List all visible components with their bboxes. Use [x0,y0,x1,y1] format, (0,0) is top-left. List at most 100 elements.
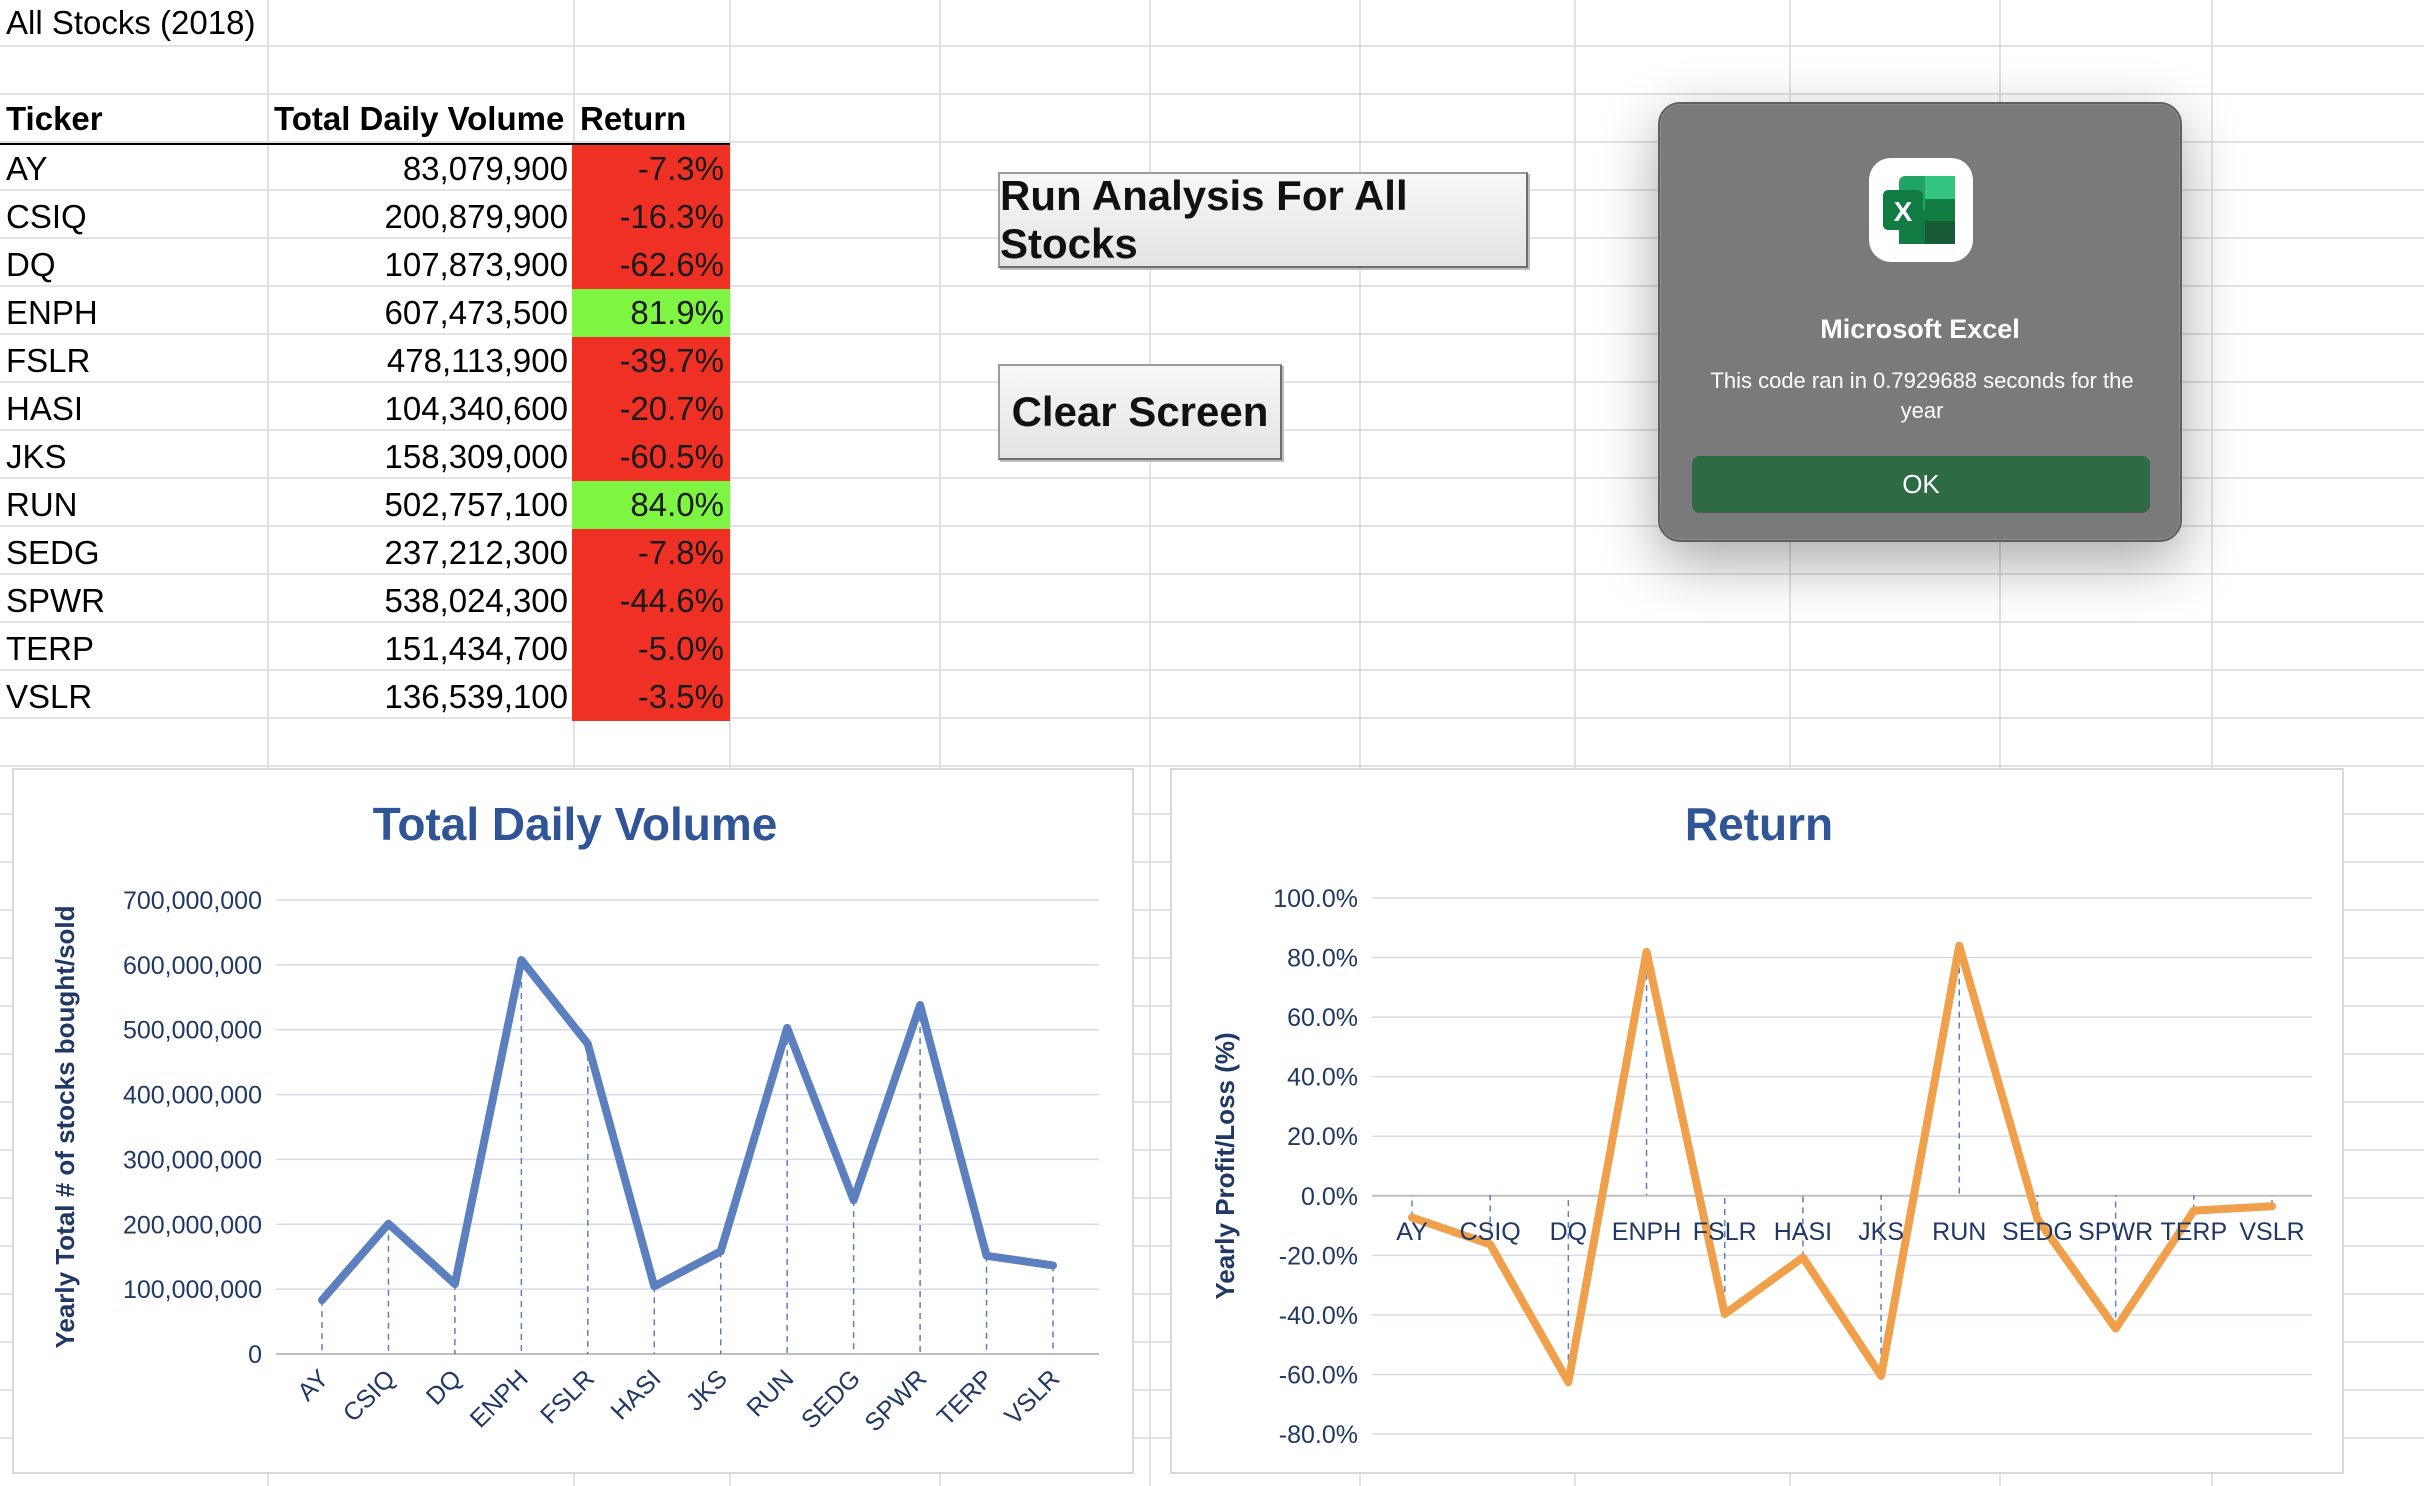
y-tick-label: 100,000,000 [123,1276,262,1304]
y-tick-label: -20.0% [1279,1242,1358,1270]
x-tick-label: SEDG [2002,1218,2073,1246]
return-cell[interactable]: -16.3% [572,193,730,241]
header-return[interactable]: Return [580,100,687,137]
y-tick-label: 700,000,000 [123,887,262,915]
message-dialog: X Microsoft Excel This code ran in 0.792… [1658,102,2182,542]
y-tick-label: 400,000,000 [123,1082,262,1110]
return-cell[interactable]: 81.9% [572,289,730,337]
x-tick-label: SPWR [2078,1218,2153,1246]
y-tick-label: 300,000,000 [123,1146,262,1174]
volume-cell[interactable]: 237,212,300 [384,534,568,571]
volume-chart-plot: Total Daily Volume 0 100,000,000 200,000,00… [50,798,1099,1437]
return-cell[interactable]: -62.6% [572,241,730,289]
y-tick-label: 200,000,000 [123,1211,262,1239]
x-tick-label: VSLR [999,1364,1065,1430]
ticker-cell[interactable]: DQ [6,246,56,283]
ticker-cell[interactable]: AY [6,150,48,187]
y-tick-label: 40.0% [1287,1064,1358,1092]
x-tick-label: HASI [1774,1218,1832,1246]
x-tick-label: RUN [741,1364,799,1422]
run-analysis-button[interactable]: Run Analysis For All Stocks [998,172,1528,268]
volume-chart[interactable]: Total Daily Volume 0 100,000,000 200,000,00… [12,768,1134,1474]
return-cell[interactable]: -7.3% [572,145,730,193]
x-tick-label: ENPH [1612,1218,1681,1246]
return-cell[interactable]: -3.5% [572,673,730,721]
volume-cell[interactable]: 107,873,900 [384,246,568,283]
y-tick-label: 500,000,000 [123,1017,262,1045]
y-tick-label: 20.0% [1287,1123,1358,1151]
x-tick-label: TERP [932,1364,999,1431]
clear-screen-button[interactable]: Clear Screen [998,364,1282,460]
series-line [318,956,1057,1305]
ticker-cell[interactable]: HASI [6,390,84,427]
y-tick-label: 80.0% [1287,945,1358,973]
x-tick-label: TERP [2160,1218,2227,1246]
return-cell[interactable]: -20.7% [572,385,730,433]
return-cell[interactable]: 84.0% [572,481,730,529]
y-tick-label: 0.0% [1301,1183,1358,1211]
svg-text:X: X [1894,196,1913,227]
y-tick-label: 60.0% [1287,1004,1358,1032]
y-tick-label: -40.0% [1279,1302,1358,1330]
x-tick-label: VSLR [2239,1218,2304,1246]
return-cell[interactable]: -5.0% [572,625,730,673]
header-total-daily-volume[interactable]: Total Daily Volume [274,100,565,137]
header-underline [0,143,730,145]
return-cell[interactable]: -39.7% [572,337,730,385]
ticker-cell[interactable]: FSLR [6,342,91,379]
x-tick-label: SPWR [860,1364,933,1437]
volume-cell[interactable]: 136,539,100 [384,678,568,715]
volume-cell[interactable]: 151,434,700 [384,630,568,667]
y-tick-label: 0 [248,1341,262,1369]
y-tick-label: -60.0% [1279,1361,1358,1389]
ticker-cell[interactable]: CSIQ [6,198,87,235]
sheet-title-cell[interactable]: All Stocks (2018) [6,4,256,41]
x-tick-label: JKS [681,1364,733,1416]
excel-icon: X [1869,158,1973,262]
return-chart[interactable]: Return -80.0% -60.0% -40.0% -20.0% 0.0% 20.0% 4… [1170,768,2344,1474]
ticker-cell[interactable]: JKS [6,438,67,475]
return-chart-plot: Return -80.0% -60.0% -40.0% -20.0% 0.0% 20.0% 4… [1210,798,2312,1449]
ticker-cell[interactable]: RUN [6,486,78,523]
x-tick-label: JKS [1858,1218,1904,1246]
x-tick-label: CSIQ [1460,1218,1521,1246]
dialog-title: Microsoft Excel [1820,314,2020,344]
x-tick-label: HASI [605,1364,666,1425]
x-tick-label: DQ [1550,1218,1588,1246]
y-tick-label: -80.0% [1279,1421,1358,1449]
ok-button[interactable]: OK [1692,456,2150,512]
x-tick-label: SEDG [796,1364,866,1434]
x-tick-label: DQ [421,1364,467,1410]
ticker-cell[interactable]: ENPH [6,294,98,331]
return-cell[interactable]: -44.6% [572,577,730,625]
dialog-message: This code ran in 0.7929688 seconds for t… [1710,368,2134,423]
y-tick-label: 100.0% [1273,885,1358,913]
volume-cell[interactable]: 200,879,900 [384,198,568,235]
y-tick-label: 600,000,000 [123,952,262,980]
return-cell[interactable]: -60.5% [572,433,730,481]
volume-cell[interactable]: 607,473,500 [384,294,568,331]
volume-cell[interactable]: 158,309,000 [384,438,568,475]
ticker-cell[interactable]: TERP [6,630,95,667]
ticker-cell[interactable]: SPWR [6,582,105,619]
header-ticker[interactable]: Ticker [6,100,103,137]
volume-cell[interactable]: 104,340,600 [384,390,568,427]
ticker-cell[interactable]: VSLR [6,678,93,715]
series-line [1408,941,2276,1387]
volume-cell[interactable]: 502,757,100 [384,486,568,523]
volume-cell[interactable]: 83,079,900 [402,150,568,187]
y-axis-title: Yearly Profit/Loss (%) [1210,1032,1240,1299]
chart-title: Return [1685,798,1833,850]
return-cell[interactable]: -7.8% [572,529,730,577]
chart-title: Total Daily Volume [373,798,778,850]
x-tick-label: AY [292,1364,334,1406]
x-tick-label: AY [1396,1218,1428,1246]
x-tick-label: RUN [1932,1218,1986,1246]
x-tick-label: CSIQ [338,1364,401,1427]
volume-cell[interactable]: 538,024,300 [384,582,568,619]
volume-cell[interactable]: 478,113,900 [386,342,568,379]
ticker-cell[interactable]: SEDG [6,534,100,571]
x-tick-label: FSLR [535,1364,600,1429]
x-tick-label: ENPH [465,1364,534,1433]
